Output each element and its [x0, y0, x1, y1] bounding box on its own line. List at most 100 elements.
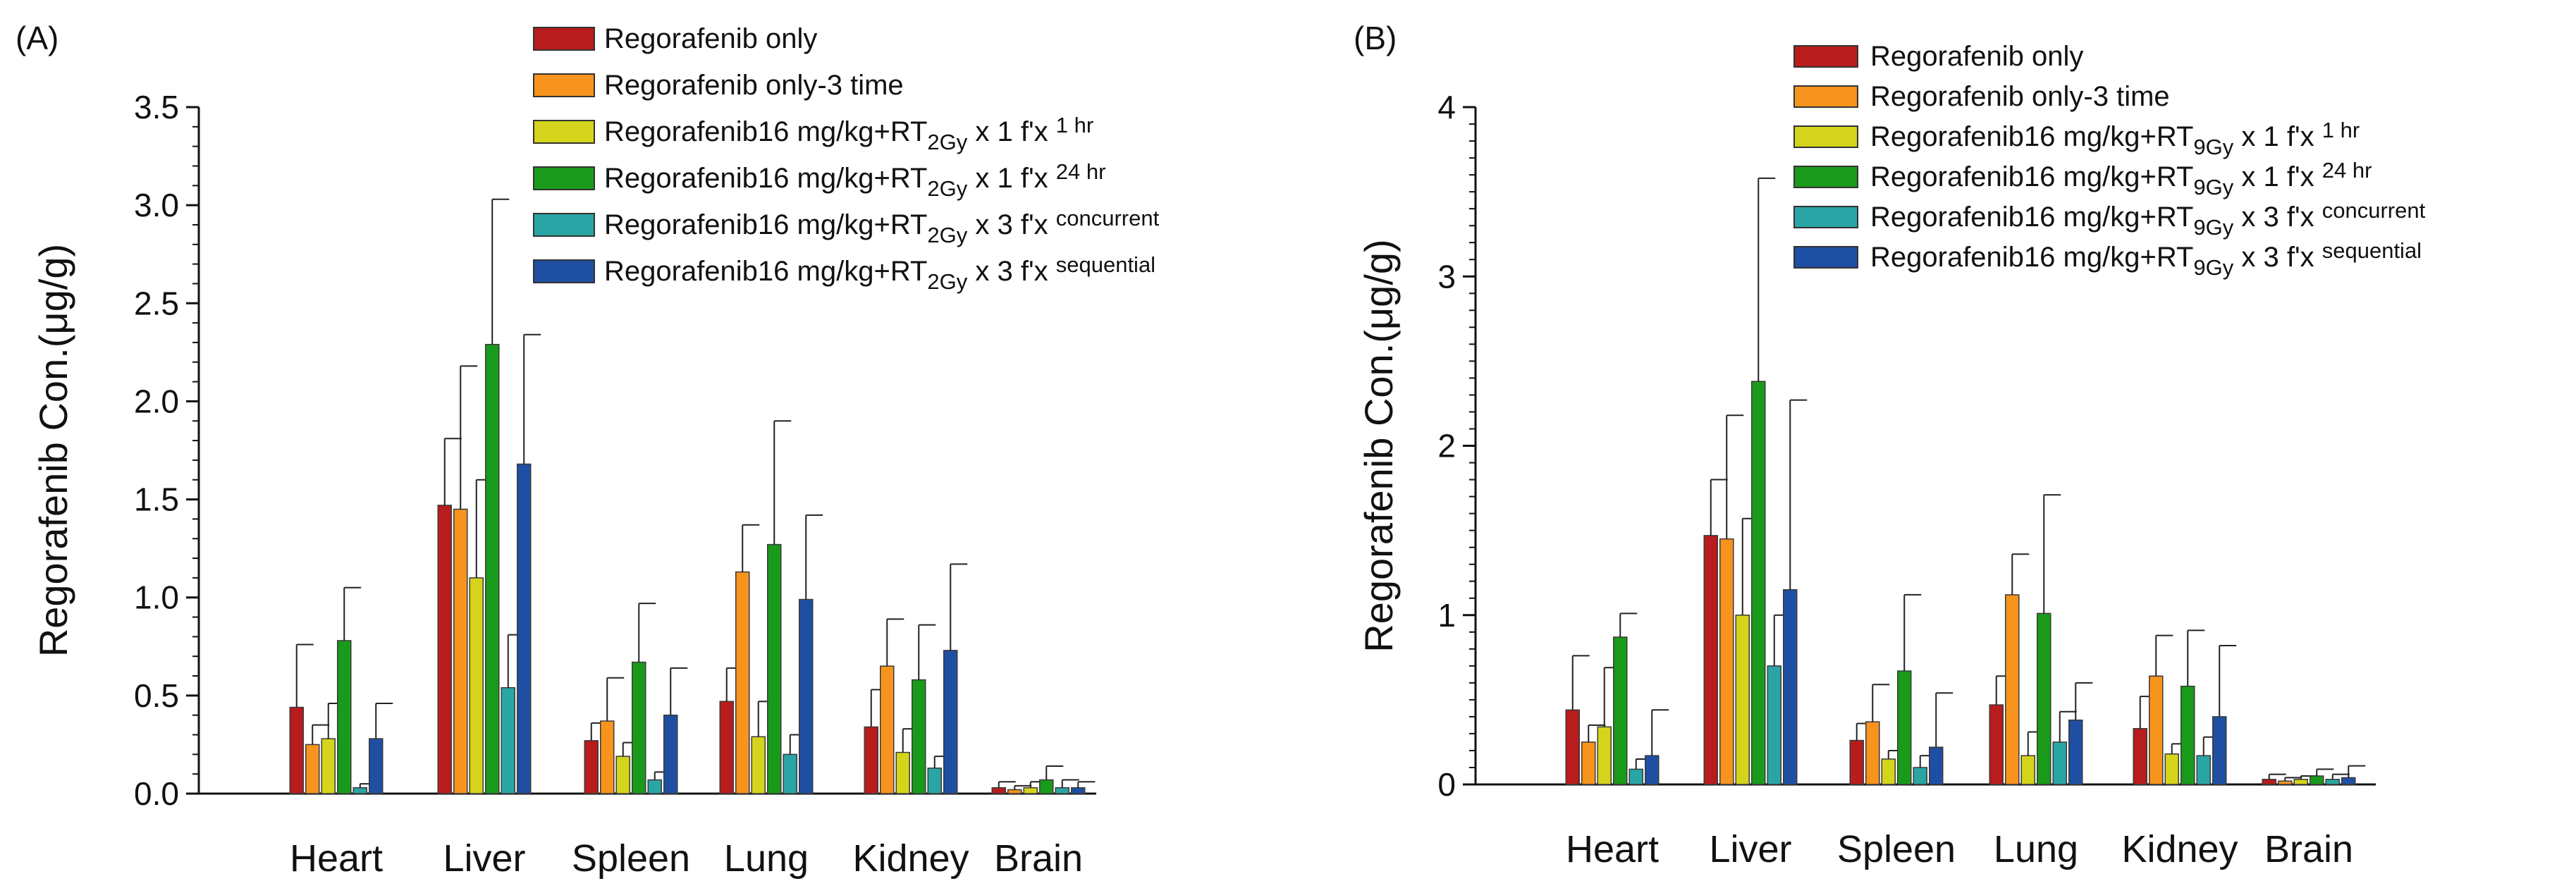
x-category-label-kidney: Kidney — [852, 837, 969, 880]
bar-brain-s3 — [1023, 787, 1038, 794]
panel-label: (A) — [16, 20, 59, 56]
legend-item-4: Regorafenib16 mg/kg+RT2Gy x 1 f'x 24 hr — [533, 159, 1105, 201]
legend-item-1: Regorafenib only — [1793, 41, 2083, 72]
series-2 — [1581, 414, 2302, 785]
legend-swatch — [533, 73, 595, 97]
legend-item-2: Regorafenib only-3 time — [533, 70, 904, 101]
bar-liver-s4 — [1751, 381, 1766, 785]
legend-label: Regorafenib only-3 time — [604, 70, 904, 101]
legend-swatch — [533, 259, 595, 283]
legend-label-dose: 2Gy — [927, 176, 967, 201]
legend-label-main: Regorafenib16 mg/kg+RT — [604, 256, 927, 287]
bar-lung-s3 — [751, 736, 766, 794]
legend-label-dose: 9Gy — [2193, 175, 2233, 199]
series-5 — [352, 634, 1079, 794]
y-tick-label: 1.5 — [134, 481, 179, 518]
bar-heart-s1 — [289, 706, 304, 794]
bar-lung-s5 — [2052, 741, 2067, 785]
bar-brain-s6 — [1071, 787, 1086, 794]
bar-liver-s6 — [517, 463, 532, 794]
bar-lung-s5 — [783, 753, 797, 794]
x-category-label-liver: Liver — [1709, 828, 1791, 870]
x-category-label-lung: Lung — [724, 837, 809, 880]
bar-lung-s4 — [2037, 612, 2051, 785]
legend-label-fraction: x 3 f'x — [967, 256, 1055, 287]
bar-brain-s4 — [1039, 779, 1054, 794]
legend-swatch — [533, 166, 595, 190]
legend-label-main: Regorafenib only — [604, 23, 817, 54]
bar-spleen-s6 — [1929, 746, 1944, 785]
bar-spleen-s6 — [663, 714, 678, 794]
bar-brain-s2 — [2278, 780, 2293, 785]
bar-kidney-s5 — [2196, 755, 2211, 785]
legend-label-main: Regorafenib16 mg/kg+RT — [604, 116, 927, 147]
legend-label-timing: concurrent — [1056, 206, 1160, 230]
bar-heart-s6 — [369, 738, 384, 794]
legend-label-dose: 9Gy — [2193, 135, 2233, 159]
legend-label-timing: sequential — [1056, 252, 1155, 277]
legend-label: Regorafenib16 mg/kg+RT9Gy x 1 f'x 24 hr — [1870, 158, 2372, 199]
bar-kidney-s5 — [927, 768, 942, 794]
y-tick-label: 1.0 — [134, 579, 179, 616]
bar-brain-s5 — [1055, 787, 1069, 794]
x-category-label-kidney: Kidney — [2121, 828, 2238, 870]
bar-lung-s2 — [2005, 594, 2020, 785]
bar-brain-s2 — [1007, 789, 1022, 794]
legend-label-timing: 1 hr — [2322, 118, 2360, 142]
x-category-label-heart: Heart — [1566, 828, 1659, 870]
bar-kidney-s3 — [895, 751, 910, 794]
legend-item-5: Regorafenib16 mg/kg+RT9Gy x 3 f'x concur… — [1793, 198, 2426, 240]
chart-panel-b: (B) 0 1 2 3 4 Regorafenib Con.(μg/g) Heart Liver… — [1354, 20, 2426, 870]
legend-label-main: Regorafenib only-3 time — [1870, 81, 2170, 112]
legend-label-dose: 9Gy — [2193, 255, 2233, 280]
bar-heart-s6 — [1645, 755, 1660, 785]
bar-brain-s4 — [2310, 775, 2324, 785]
legend-swatch — [1793, 125, 1858, 148]
legend-label-main: Regorafenib16 mg/kg+RT — [1870, 161, 2193, 192]
legend-item-2: Regorafenib only-3 time — [1793, 81, 2170, 112]
series-3 — [321, 479, 1048, 794]
legend: Regorafenib only Regorafenib only-3 time R… — [1793, 41, 2426, 280]
legend-label: Regorafenib16 mg/kg+RT2Gy x 3 f'x sequen… — [604, 252, 1155, 294]
x-category-label-brain: Brain — [2264, 828, 2353, 870]
bar-liver-s1 — [1703, 535, 1718, 785]
bar-liver-s2 — [453, 508, 468, 794]
bar-liver-s5 — [1767, 665, 1781, 785]
legend-swatch — [533, 213, 595, 237]
legend-swatch — [533, 120, 595, 144]
chart-panel-a: (A) 0.0 0.5 1.0 1.5 2.0 2.5 3.0 3.5 Regorafenib C… — [16, 20, 1160, 880]
bar-heart-s3 — [1597, 726, 1612, 785]
legend-label: Regorafenib16 mg/kg+RT2Gy x 3 f'x concur… — [604, 206, 1160, 247]
legend-swatch — [1793, 206, 1858, 228]
x-category-label-brain: Brain — [994, 837, 1083, 880]
y-tick-label: 0.0 — [134, 775, 179, 812]
bar-kidney-s1 — [2133, 727, 2147, 785]
x-category-label-spleen: Spleen — [1837, 828, 1956, 870]
bar-kidney-s4 — [2181, 685, 2195, 785]
series-4 — [1613, 177, 2334, 785]
bar-kidney-s1 — [864, 726, 878, 794]
bar-lung-s6 — [2068, 719, 2083, 785]
bar-brain-s6 — [2341, 777, 2356, 785]
legend-label-dose: 2Gy — [927, 130, 967, 154]
y-axis-title: Regorafenib Con.(μg/g) — [31, 244, 75, 657]
legend-label: Regorafenib only — [604, 23, 817, 54]
y-axis-title: Regorafenib Con.(μg/g) — [1356, 239, 1401, 652]
series-1 — [289, 438, 1016, 794]
legend-label-fraction: x 3 f'x — [967, 209, 1055, 240]
bar-liver-s2 — [1719, 538, 1734, 785]
legend-label-dose: 2Gy — [927, 269, 967, 294]
legend-label-fraction: x 1 f'x — [967, 163, 1055, 194]
bar-liver-s5 — [501, 686, 515, 794]
bar-brain-s5 — [2325, 779, 2340, 785]
bar-kidney-s6 — [943, 650, 958, 794]
bar-lung-s3 — [2020, 755, 2035, 785]
bar-spleen-s2 — [600, 720, 615, 794]
y-tick-label: 3.0 — [134, 187, 179, 223]
legend: Regorafenib only Regorafenib only-3 time R… — [533, 23, 1160, 294]
bar-spleen-s1 — [584, 740, 599, 794]
bar-spleen-s5 — [647, 779, 662, 794]
legend-label: Regorafenib only-3 time — [1870, 81, 2170, 112]
legend-item-6: Regorafenib16 mg/kg+RT9Gy x 3 f'x sequen… — [1793, 238, 2422, 280]
legend-item-3: Regorafenib16 mg/kg+RT9Gy x 1 f'x 1 hr — [1793, 118, 2360, 159]
